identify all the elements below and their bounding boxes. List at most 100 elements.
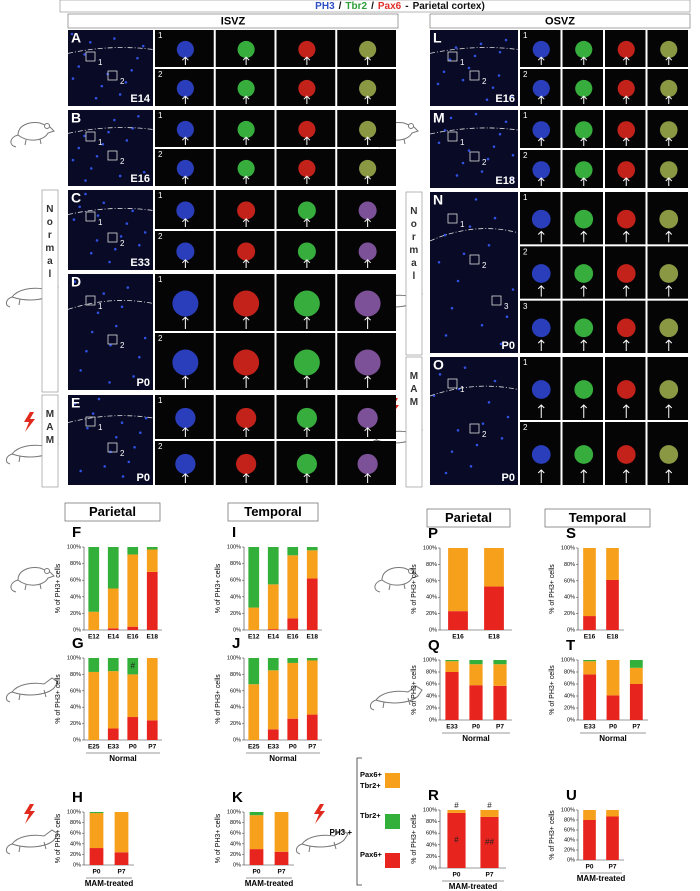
x-tick-label: P7 xyxy=(486,872,494,879)
bar-segment xyxy=(306,547,318,551)
side-label-box xyxy=(41,189,59,393)
y-tick-label: 0% xyxy=(73,737,81,743)
cell xyxy=(293,349,320,376)
side-label-box xyxy=(405,356,423,488)
thumbnail-number: 2 xyxy=(523,151,528,160)
arrow xyxy=(622,404,630,418)
arrow xyxy=(665,56,673,65)
bar-segment xyxy=(629,684,643,720)
y-tick-label: 100% xyxy=(227,544,241,550)
y-tick-label: 20% xyxy=(70,852,81,858)
arrow xyxy=(182,218,189,227)
side-label: Normal xyxy=(44,204,55,282)
bar-segment xyxy=(127,658,139,675)
y-tick-label: 20% xyxy=(230,852,241,858)
thumbnail-number: 2 xyxy=(158,70,163,79)
bar-segment xyxy=(606,548,619,580)
cell xyxy=(616,209,636,229)
roi-box xyxy=(469,423,480,434)
cell-dot xyxy=(138,355,141,359)
y-tick-label: 20% xyxy=(426,705,437,711)
bar-segment xyxy=(448,611,468,630)
cell xyxy=(532,79,550,98)
cell-dot xyxy=(107,130,110,134)
cell-dot xyxy=(469,465,473,468)
panel-age: P0 xyxy=(137,377,150,389)
column-header-box xyxy=(64,502,161,522)
section-title: OSVZ xyxy=(545,15,575,27)
bar-segment xyxy=(484,586,504,630)
x-tick-label: E12 xyxy=(248,634,260,641)
y-tick-label: 0% xyxy=(73,862,81,868)
roi-number: 2 xyxy=(120,449,125,458)
cell xyxy=(659,209,679,229)
y-tick-label: 0% xyxy=(429,717,437,723)
roi-box xyxy=(107,232,118,243)
bar-segment xyxy=(287,618,299,630)
bar-segment xyxy=(89,813,104,849)
bar-segment xyxy=(267,729,279,740)
cell xyxy=(574,121,593,139)
y-axis-label: % of PH3+ cells xyxy=(549,564,556,614)
ventricle-line xyxy=(67,47,154,54)
cell-dot xyxy=(498,132,502,136)
arrow xyxy=(364,175,371,184)
cell xyxy=(237,201,256,220)
arrow xyxy=(622,56,630,65)
cell xyxy=(357,453,378,475)
arrow xyxy=(537,230,545,243)
arrow xyxy=(364,316,371,329)
bar-segment xyxy=(606,810,619,817)
bar-segment xyxy=(107,547,119,589)
bar-segment xyxy=(484,548,504,587)
x-tick-label: P7 xyxy=(118,869,126,876)
cell xyxy=(659,264,679,283)
x-tick-label: E16 xyxy=(584,634,596,641)
header-part: PH3 xyxy=(315,1,335,12)
significance-mark: # xyxy=(454,836,459,845)
y-tick-label: 0% xyxy=(233,737,241,743)
bar-segment xyxy=(107,628,119,630)
roi-number: 1 xyxy=(460,220,465,229)
cell xyxy=(617,161,636,179)
header-part: - xyxy=(405,1,408,12)
cell-dot xyxy=(485,98,489,102)
y-tick-label: 80% xyxy=(230,820,241,826)
arrow xyxy=(580,177,588,186)
cell-dot xyxy=(114,324,118,328)
x-tick-label: P0 xyxy=(289,744,297,751)
group-label: MAM-treated xyxy=(85,879,134,888)
cell-dot xyxy=(438,373,442,376)
cell xyxy=(574,209,594,229)
cell xyxy=(357,407,378,429)
cell-dot xyxy=(141,44,145,48)
y-tick-label: 100% xyxy=(561,545,575,551)
arrow xyxy=(364,56,371,65)
y-tick-label: 80% xyxy=(70,561,81,567)
arrow xyxy=(303,218,311,227)
x-tick-label: E16 xyxy=(127,634,139,641)
section-box xyxy=(429,13,691,29)
cell-dot xyxy=(443,233,447,237)
arrow xyxy=(303,473,311,483)
overview-image xyxy=(68,190,153,270)
cell-dot xyxy=(89,251,93,255)
cell xyxy=(236,407,257,429)
roi-number: 1 xyxy=(98,218,103,227)
bar-segment xyxy=(267,547,279,585)
arrow xyxy=(242,56,250,65)
x-tick-label: P0 xyxy=(472,724,480,731)
cell xyxy=(297,201,316,220)
ventricle-line xyxy=(429,228,519,242)
cell xyxy=(175,407,196,429)
bar-segment xyxy=(114,812,129,853)
y-tick-label: 60% xyxy=(70,688,81,694)
cell xyxy=(233,290,260,317)
cell-dot xyxy=(126,286,130,289)
ferret-icon xyxy=(5,677,59,703)
arrow xyxy=(665,177,673,186)
y-tick-label: 20% xyxy=(70,611,81,617)
bar-segment xyxy=(107,728,119,740)
significance-mark: # xyxy=(487,801,492,810)
y-tick-label: 0% xyxy=(567,717,575,723)
